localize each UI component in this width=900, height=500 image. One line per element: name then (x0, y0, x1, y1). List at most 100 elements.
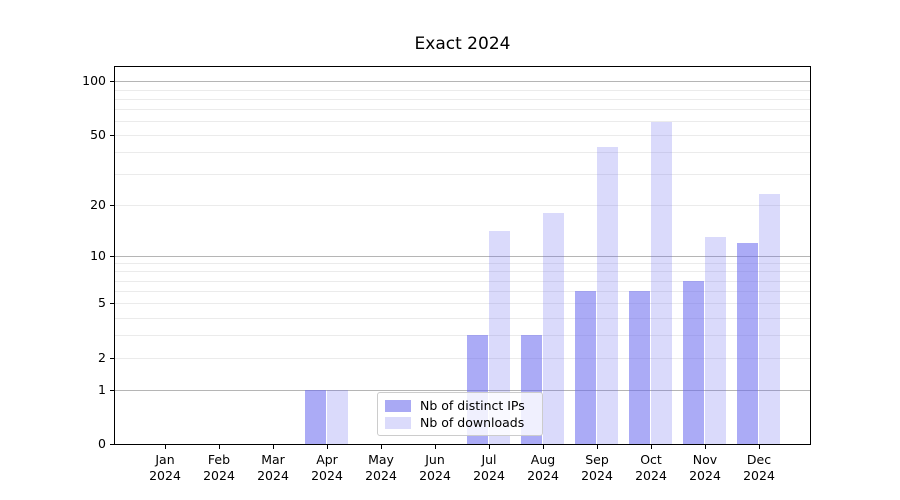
bar-ips-apr (304, 389, 327, 444)
xtick-line: Jul (481, 452, 497, 467)
gridline-minor-60 (115, 121, 810, 122)
xtick-mark-mar (273, 445, 274, 449)
legend-label-distinct-ips: Nb of distinct IPs (420, 398, 525, 413)
xtick-label-jan: Jan 2024 (130, 452, 200, 484)
chart-title: Exact 2024 (414, 34, 511, 54)
xtick-line: 2024 (635, 468, 667, 483)
gridline-minor-40 (115, 152, 810, 153)
ytick-mark-1 (110, 390, 114, 391)
xtick-mark-nov (705, 445, 706, 449)
xtick-mark-dec (759, 445, 760, 449)
xtick-mark-oct (651, 445, 652, 449)
bar-ips-sep (574, 291, 597, 444)
xtick-line: 2024 (473, 468, 505, 483)
ytick-label-5: 5 (98, 295, 106, 310)
bar-downloads-dec (758, 194, 781, 444)
xtick-label-oct: Oct 2024 (616, 452, 686, 484)
xtick-line: 2024 (311, 468, 343, 483)
ytick-label-1: 1 (98, 382, 106, 397)
ytick-mark-20 (110, 205, 114, 206)
xtick-line: Jun (425, 452, 445, 467)
bar-downloads-jul (488, 231, 511, 444)
xtick-label-dec: Dec 2024 (724, 452, 794, 484)
xtick-line: 2024 (419, 468, 451, 483)
ytick-mark-0 (110, 444, 114, 445)
xtick-line: Sep (585, 452, 609, 467)
xtick-line: 2024 (365, 468, 397, 483)
gridline-minor-9 (115, 263, 810, 264)
bar-downloads-aug (542, 212, 565, 444)
xtick-mark-jun (435, 445, 436, 449)
legend-item-downloads: Nb of downloads (385, 414, 542, 431)
xtick-line: 2024 (689, 468, 721, 483)
gridline-minor-6 (115, 291, 810, 292)
gridline-minor-70 (115, 109, 810, 110)
ytick-mark-10 (110, 256, 114, 257)
xtick-line: Oct (640, 452, 662, 467)
xtick-label-jul: Jul 2024 (454, 452, 524, 484)
xtick-label-mar: Mar 2024 (238, 452, 308, 484)
ytick-mark-2 (110, 358, 114, 359)
xtick-line: 2024 (581, 468, 613, 483)
gridline-minor-3 (115, 335, 810, 336)
xtick-mark-jan (165, 445, 166, 449)
gridline-minor-7 (115, 281, 810, 282)
xtick-line: Dec (746, 452, 772, 467)
gridline-major-1 (115, 390, 810, 391)
legend: Nb of distinct IPs Nb of downloads (377, 392, 543, 436)
xtick-line: 2024 (743, 468, 775, 483)
xtick-line: May (368, 452, 394, 467)
legend-item-distinct-ips: Nb of distinct IPs (385, 397, 542, 414)
gridline-major-10 (115, 256, 810, 257)
gridline-minor-80 (115, 99, 810, 100)
xtick-line: Aug (530, 452, 556, 467)
gridline-major-100 (115, 81, 810, 82)
gridline-minor-5 (115, 303, 810, 304)
ytick-mark-100 (110, 81, 114, 82)
xtick-mark-aug (543, 445, 544, 449)
gridline-minor-30 (115, 174, 810, 175)
xtick-line: Nov (692, 452, 718, 467)
xtick-label-apr: Apr 2024 (292, 452, 362, 484)
xtick-line: 2024 (203, 468, 235, 483)
ytick-mark-50 (110, 135, 114, 136)
xtick-mark-apr (327, 445, 328, 449)
ytick-label-10: 10 (90, 248, 106, 263)
bar-downloads-apr (326, 389, 349, 444)
legend-swatch-downloads (385, 416, 411, 429)
legend-swatch-distinct-ips (385, 399, 411, 412)
xtick-line: 2024 (149, 468, 181, 483)
bar-ips-dec (736, 242, 759, 444)
xtick-mark-sep (597, 445, 598, 449)
bar-downloads-oct (650, 122, 673, 444)
bar-downloads-nov (704, 236, 727, 444)
ytick-label-100: 100 (82, 73, 106, 88)
xtick-label-feb: Feb 2024 (184, 452, 254, 484)
xtick-label-sep: Sep 2024 (562, 452, 632, 484)
xtick-line: Feb (207, 452, 231, 467)
gridline-minor-90 (115, 90, 810, 91)
bar-ips-oct (628, 291, 651, 444)
xtick-label-jun: Jun 2024 (400, 452, 470, 484)
ytick-label-50: 50 (90, 127, 106, 142)
xtick-label-aug: Aug 2024 (508, 452, 578, 484)
gridline-minor-2 (115, 358, 810, 359)
xtick-mark-feb (219, 445, 220, 449)
xtick-label-may: May 2024 (346, 452, 416, 484)
xtick-line: 2024 (527, 468, 559, 483)
xtick-mark-may (381, 445, 382, 449)
gridline-minor-8 (115, 271, 810, 272)
legend-label-downloads: Nb of downloads (420, 415, 525, 430)
ytick-label-0: 0 (98, 436, 106, 451)
ytick-label-20: 20 (90, 197, 106, 212)
xtick-label-nov: Nov 2024 (670, 452, 740, 484)
ytick-label-2: 2 (98, 350, 106, 365)
gridline-minor-4 (115, 318, 810, 319)
xtick-line: Apr (316, 452, 338, 467)
xtick-line: Mar (261, 452, 285, 467)
xtick-mark-jul (489, 445, 490, 449)
bar-ips-nov (682, 280, 705, 444)
gridline-minor-20 (115, 205, 810, 206)
xtick-line: 2024 (257, 468, 289, 483)
